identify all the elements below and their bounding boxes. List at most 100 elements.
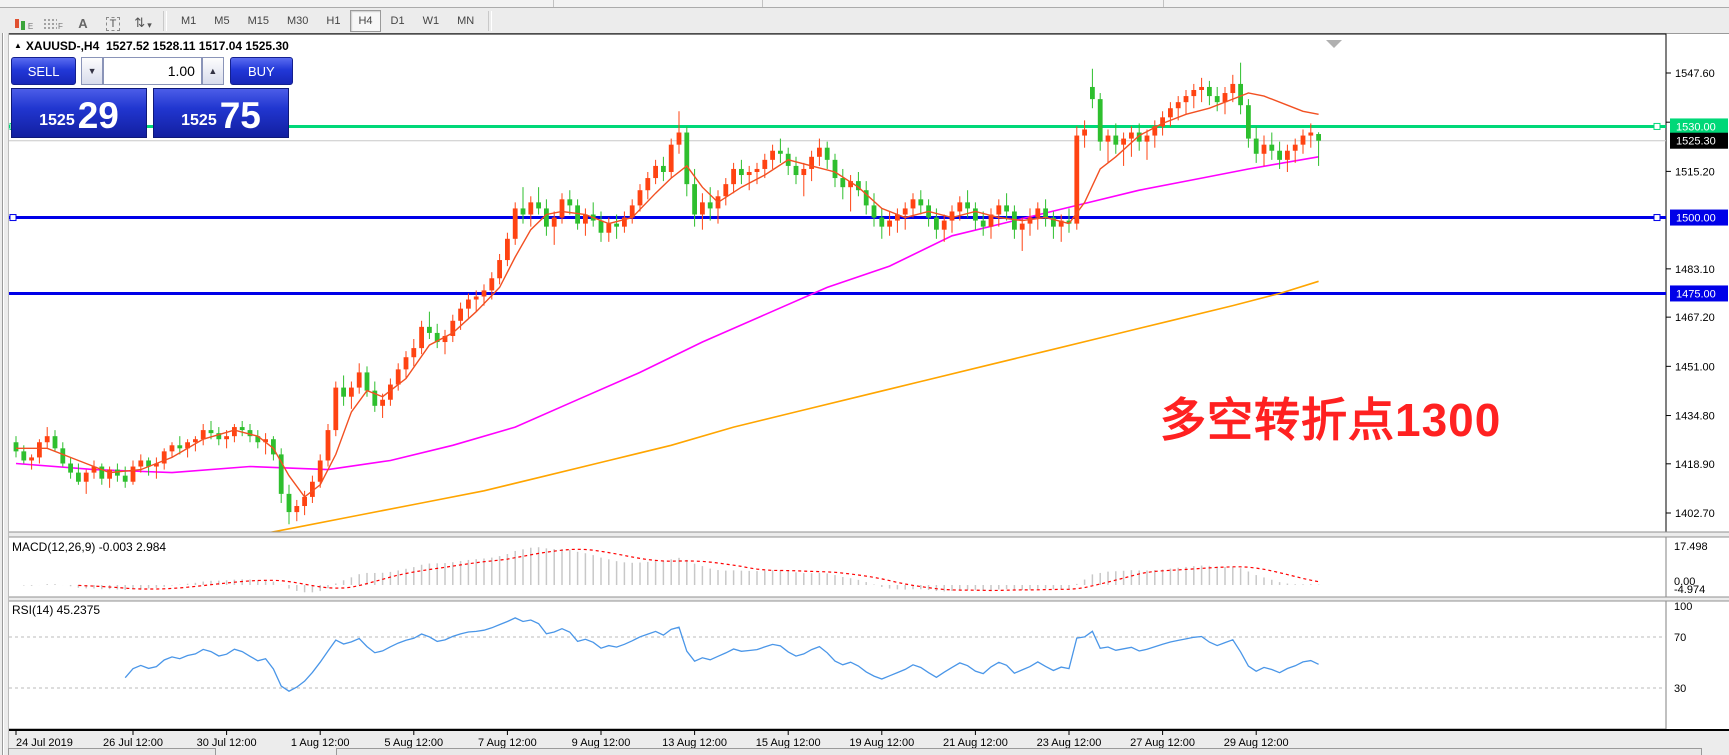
- candle-body: [723, 184, 729, 197]
- candle-body: [1207, 86, 1212, 97]
- buy-price-panel[interactable]: 1525 75: [153, 88, 289, 138]
- rsi-indicator-label: RSI(14) 45.2375: [12, 603, 101, 617]
- line-handle[interactable]: [1653, 122, 1661, 130]
- candle-body: [528, 202, 534, 215]
- rsi-axis-label: 30: [1674, 683, 1686, 695]
- text-annotation-icon[interactable]: A: [78, 16, 88, 31]
- mid-ma-line: [15, 156, 1319, 474]
- time-axis-label: 19 Aug 12:00: [849, 737, 914, 749]
- panel-splitter[interactable]: [0, 597, 1729, 601]
- candle-body: [567, 199, 573, 206]
- price-axis-label: 1483.10: [1675, 264, 1715, 276]
- candle-body: [1269, 144, 1275, 151]
- candle-body: [1144, 135, 1150, 142]
- timeframe-button-W1[interactable]: W1: [422, 14, 440, 27]
- text-box-icon[interactable]: T: [99, 10, 127, 31]
- timeframe-button-MN[interactable]: MN: [457, 14, 475, 27]
- sell-price-panel[interactable]: 1525 29: [11, 88, 147, 138]
- candle-body: [871, 205, 877, 218]
- line-handle[interactable]: [9, 214, 17, 222]
- support-line-1500-badge: [1670, 209, 1728, 226]
- candle-body: [21, 451, 27, 461]
- candle-body: [551, 217, 557, 227]
- candle-body: [801, 168, 807, 176]
- candle-body: [44, 436, 50, 443]
- candle-body: [497, 260, 502, 279]
- slow-ma-line: [234, 280, 1319, 541]
- candle-body: [473, 296, 479, 300]
- time-axis-label: 15 Aug 12:00: [756, 737, 821, 749]
- candle-body: [1199, 86, 1204, 91]
- candle-body: [294, 506, 300, 513]
- candle-body: [1058, 220, 1064, 227]
- candle-body: [1152, 126, 1158, 136]
- timeframe-button-D1[interactable]: D1: [390, 14, 405, 27]
- volume-decrease-button[interactable]: ▼: [81, 57, 104, 85]
- volume-input[interactable]: 1.00: [103, 57, 202, 85]
- candle-style-icon[interactable]: E: [9, 10, 37, 31]
- resistance-line-1530-badge-text: 1530.00: [1676, 121, 1716, 133]
- candle-body: [193, 439, 198, 443]
- price-axis-label: 1418.90: [1675, 459, 1715, 471]
- candle-body: [1074, 135, 1080, 224]
- candle-body: [1261, 144, 1267, 154]
- timeframe-button-M30[interactable]: M30: [286, 14, 309, 27]
- candle-body: [707, 202, 713, 209]
- timeframe-button-group: M1 M5 M15 M30 H1 H4 D1 W1 MN: [172, 9, 483, 32]
- support-line-1475-badge: [1670, 285, 1728, 302]
- timeframe-button-M5[interactable]: M5: [214, 14, 230, 27]
- volume-increase-button[interactable]: ▲: [201, 57, 224, 85]
- status-bar-section: [336, 748, 1702, 755]
- time-axis-label: 29 Aug 12:00: [1224, 737, 1289, 749]
- candle-body: [879, 217, 885, 227]
- candle-body: [356, 372, 362, 388]
- candle-body: [177, 445, 183, 449]
- candle-body: [169, 445, 175, 452]
- rsi-panel: [7, 600, 1667, 730]
- line-handle[interactable]: [1653, 214, 1661, 222]
- time-axis-label: 23 Aug 12:00: [1037, 737, 1102, 749]
- price-axis-label: 1515.20: [1675, 166, 1715, 178]
- candle-body: [1019, 223, 1025, 230]
- candle-body: [988, 214, 994, 227]
- candle-body: [411, 348, 417, 358]
- candle-body: [700, 202, 705, 215]
- sell-button[interactable]: SELL: [11, 57, 77, 85]
- toolbar: E F A T ⇅ ▾ M1 M5 M15 M30 H1 H4 D1 W1 MN: [0, 8, 1729, 34]
- candle-body: [1004, 205, 1009, 212]
- candle-body: [505, 238, 510, 261]
- macd-axis-label: -4.974: [1674, 584, 1705, 596]
- candle-body: [520, 208, 526, 215]
- cursor-arrows-icon[interactable]: ⇅ ▾: [134, 15, 152, 30]
- candle-body: [138, 460, 144, 467]
- candle-body: [161, 451, 167, 464]
- timeframe-button-H1[interactable]: H1: [326, 14, 341, 27]
- timeframe-button-H4[interactable]: H4: [350, 9, 381, 32]
- chart-expander-icon[interactable]: ▲: [14, 41, 22, 50]
- time-axis-label: 7 Aug 12:00: [478, 737, 537, 749]
- candle-body: [856, 181, 861, 191]
- candle-body: [746, 171, 752, 176]
- candle-body: [1051, 217, 1056, 227]
- candle-body: [1113, 135, 1119, 145]
- grid-icon[interactable]: F: [39, 10, 67, 31]
- toolbar-separator-tick: [553, 0, 554, 7]
- buy-button[interactable]: BUY: [229, 57, 293, 85]
- timeframe-button-M15[interactable]: M15: [247, 14, 269, 27]
- candle-body: [388, 384, 393, 400]
- candle-body: [676, 132, 682, 145]
- toolbar-separator-tick: [1163, 0, 1164, 7]
- chart-text-annotation[interactable]: 多空转折点1300: [1160, 394, 1502, 446]
- fast-ma-line: [16, 92, 1319, 498]
- panel-splitter[interactable]: [0, 532, 1729, 537]
- timeframe-button-M1[interactable]: M1: [181, 14, 197, 27]
- time-axis-label: 13 Aug 12:00: [662, 737, 727, 749]
- time-axis[interactable]: 24 Jul 2019 26 Jul 12:00 30 Jul 12:00 1 Aug…: [15, 731, 1289, 749]
- candle-body: [1129, 132, 1134, 139]
- candle-body: [544, 208, 549, 227]
- candle-body: [598, 220, 604, 233]
- candle-body: [1168, 108, 1173, 118]
- time-axis-label: 30 Jul 12:00: [197, 737, 257, 749]
